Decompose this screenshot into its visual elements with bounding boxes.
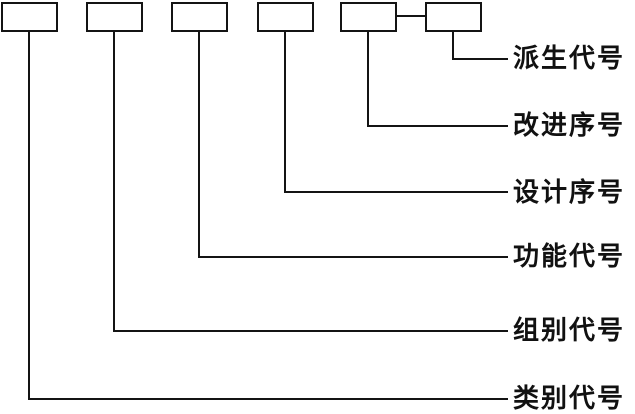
leader-vline-design: [284, 31, 286, 193]
leader-hline-derived: [452, 58, 508, 60]
leader-hline-group: [113, 330, 508, 332]
category-code-box: [1, 2, 58, 32]
leader-hline-function: [198, 256, 508, 258]
leader-hline-category: [28, 398, 508, 400]
leader-hline-improvement: [367, 125, 508, 127]
label-category-code: 类别代号: [513, 384, 626, 413]
leader-vline-improvement: [367, 31, 369, 127]
label-derived-code: 派生代号: [513, 44, 626, 73]
leader-hline-design: [284, 191, 508, 193]
group-code-box: [86, 2, 143, 32]
derived-code-box: [425, 2, 482, 32]
label-improvement-serial: 改进序号: [513, 111, 626, 140]
leader-vline-derived: [452, 31, 454, 60]
improvement-serial-box: [340, 2, 397, 32]
function-code-box: [171, 2, 228, 32]
label-group-code: 组别代号: [513, 316, 626, 345]
leader-vline-category: [28, 31, 30, 400]
leader-vline-function: [198, 31, 200, 258]
design-serial-box: [257, 2, 314, 32]
label-design-serial: 设计序号: [513, 178, 626, 207]
leader-vline-group: [113, 31, 115, 332]
box-link-line: [396, 15, 426, 17]
label-function-code: 功能代号: [513, 242, 626, 271]
